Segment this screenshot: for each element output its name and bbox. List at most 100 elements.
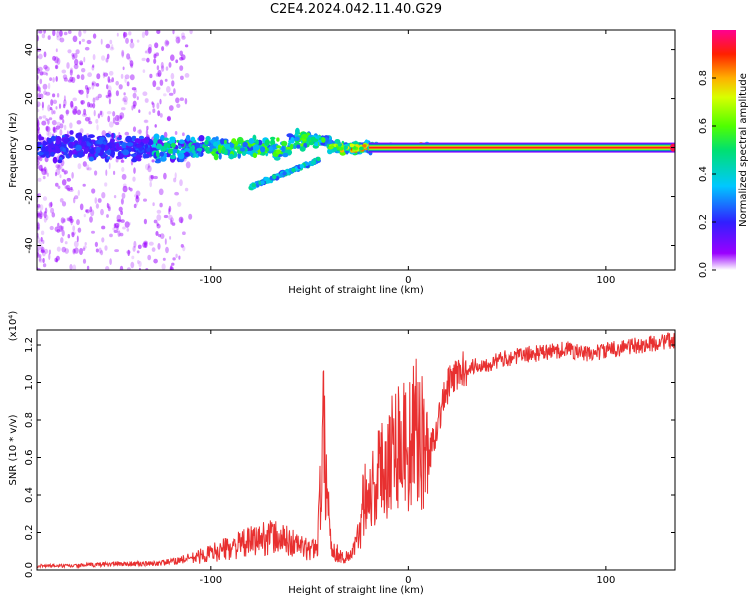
noise-point — [37, 68, 40, 74]
band-point — [115, 142, 120, 150]
noise-point — [43, 51, 47, 58]
noise-point — [78, 30, 82, 37]
band-point — [248, 138, 255, 144]
noise-point — [37, 213, 42, 217]
x-tick-label: 0 — [405, 575, 411, 586]
noise-point — [50, 99, 54, 106]
noise-point — [114, 121, 120, 126]
noise-point — [76, 219, 80, 226]
noise-point — [88, 116, 91, 123]
noise-point — [123, 31, 126, 39]
band-point — [215, 136, 219, 141]
band-point — [135, 154, 143, 159]
noise-point — [172, 257, 176, 261]
noise-point — [76, 74, 80, 80]
noise-point — [182, 231, 186, 235]
noise-point — [164, 39, 169, 47]
noise-point — [63, 31, 68, 36]
band-point — [281, 145, 286, 153]
colorbar-tick-label: 0.6 — [698, 118, 709, 134]
noise-point — [107, 206, 111, 212]
noise-point — [184, 98, 188, 105]
noise-point — [104, 182, 108, 187]
band-point — [135, 144, 142, 148]
band-point — [246, 145, 254, 152]
noise-point — [123, 92, 126, 96]
noise-point — [38, 256, 42, 262]
noise-point — [52, 55, 57, 61]
noise-point — [59, 198, 65, 203]
noise-point — [44, 66, 50, 72]
noise-point — [69, 67, 74, 74]
band-point — [106, 133, 111, 138]
noise-point — [161, 46, 165, 52]
noise-point — [63, 124, 67, 131]
noise-point — [82, 161, 87, 167]
band-point — [75, 144, 82, 151]
noise-point — [106, 214, 109, 218]
noise-point — [158, 234, 161, 238]
noise-point — [42, 250, 46, 257]
noise-point — [131, 255, 135, 260]
noise-point — [101, 55, 106, 61]
noise-point — [48, 253, 51, 260]
noise-point — [100, 110, 104, 118]
noise-point — [157, 72, 162, 78]
noise-point — [124, 131, 130, 136]
band-point — [312, 138, 319, 142]
noise-point — [95, 203, 99, 209]
noise-point — [73, 240, 79, 248]
x-tick-label: -100 — [199, 275, 222, 286]
noise-point — [165, 66, 169, 71]
noise-point — [138, 109, 141, 113]
spectrogram-ticks: -100 0 100 -40 -20 0 20 40 — [24, 30, 675, 286]
noise-point — [56, 57, 61, 65]
noise-point — [56, 35, 61, 41]
noise-point — [83, 108, 87, 116]
noise-point — [77, 189, 81, 196]
band-point — [169, 154, 176, 160]
noise-point — [83, 213, 86, 218]
band-point — [179, 150, 186, 154]
noise-point — [37, 222, 41, 230]
band-point — [328, 145, 333, 150]
noise-point — [87, 72, 92, 78]
noise-point — [43, 211, 47, 219]
noise-point — [72, 264, 77, 270]
noise-point — [127, 249, 130, 256]
noise-point — [88, 121, 93, 125]
noise-point — [161, 263, 166, 270]
noise-point — [113, 170, 116, 175]
noise-point — [59, 129, 63, 136]
noise-point — [106, 202, 109, 209]
noise-point — [103, 72, 109, 77]
noise-point — [68, 188, 74, 192]
band-point — [196, 147, 203, 152]
noise-point — [152, 102, 155, 108]
band-point — [142, 137, 150, 144]
noise-point — [40, 249, 45, 254]
noise-point — [40, 212, 44, 218]
noise-point — [91, 65, 95, 71]
band-point — [125, 135, 133, 143]
noise-point — [39, 210, 43, 218]
y-tick-label: 0.6 — [24, 450, 35, 466]
y-tick-label: 0.2 — [24, 525, 35, 541]
noise-point — [146, 48, 151, 55]
noise-point — [165, 40, 170, 45]
band-point — [68, 142, 73, 148]
noise-point — [62, 104, 66, 109]
noise-point — [86, 93, 89, 99]
noise-point — [62, 74, 68, 80]
band-point — [170, 142, 176, 148]
noise-point — [105, 266, 110, 270]
branch-point — [282, 171, 287, 176]
noise-point — [136, 250, 140, 254]
colorbar-tick-label: 0.8 — [698, 70, 709, 86]
noise-point — [37, 250, 40, 254]
noise-point — [156, 86, 161, 91]
band-point — [57, 159, 63, 164]
noise-point — [70, 100, 74, 108]
band-point — [131, 135, 137, 139]
noise-point — [119, 265, 124, 270]
